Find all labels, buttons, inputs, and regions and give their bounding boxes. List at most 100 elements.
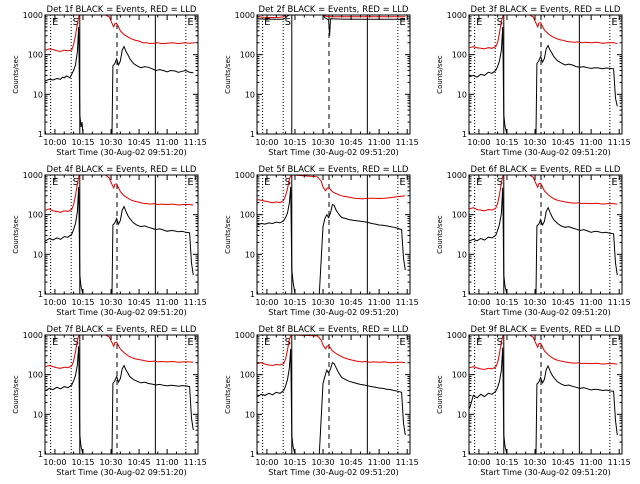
x-tick-label: 11:15: [184, 298, 207, 307]
y-tick-label: 10: [457, 410, 467, 419]
y-tick-label: 1000: [447, 171, 467, 180]
panel-title: Det 5f BLACK = Events, RED = LLD: [259, 165, 409, 175]
x-tick-label: 11:15: [184, 458, 207, 467]
x-tick-label: 10:30: [523, 138, 546, 147]
panel-title: Det 4f BLACK = Events, RED = LLD: [47, 165, 197, 175]
marker-label: E: [52, 17, 58, 28]
y-tick-label: 10: [33, 250, 43, 259]
x-tick-label: 11:00: [156, 138, 179, 147]
marker-label: S: [73, 177, 79, 188]
x-tick-label: 10:45: [128, 138, 151, 147]
x-tick-label: 10:15: [283, 298, 306, 307]
x-tick-label: 10:30: [311, 298, 334, 307]
plot-frame: [468, 14, 623, 135]
marker-label: S: [497, 17, 503, 28]
marker-label: S: [73, 17, 79, 28]
panel-title: Det 3f BLACK = Events, RED = LLD: [471, 5, 621, 15]
x-tick-label: 11:15: [396, 298, 419, 307]
y-tick-label: 1: [250, 130, 255, 139]
x-tick-label: 10:15: [495, 138, 518, 147]
y-tick-label: 1000: [23, 331, 43, 340]
x-tick-label: 10:00: [255, 458, 278, 467]
x-tick-label: 10:30: [523, 298, 546, 307]
plot-frame: [256, 14, 411, 135]
x-tick-label: 11:00: [580, 138, 603, 147]
x-tick-label: 10:15: [71, 138, 94, 147]
y-tick-label: 1: [250, 290, 255, 299]
x-axis-label: Start Time (30-Aug-02 09:51:20): [480, 148, 611, 157]
marker-label: E: [399, 337, 405, 348]
y-axis-label: Counts/sec: [12, 375, 20, 414]
x-tick-label: 10:15: [283, 458, 306, 467]
panel-det-5: Det 5f BLACK = Events, RED = LLD E S E 1 10 10…: [224, 165, 419, 317]
series-lld-line: [45, 15, 196, 53]
marker-label: E: [187, 177, 193, 188]
panel-det-1: Det 1f BLACK = Events, RED = LLD E S E 1 10 10…: [12, 5, 207, 157]
x-tick-label: 11:15: [608, 458, 631, 467]
x-tick-label: 10:30: [99, 138, 122, 147]
panel-title: Det 9f BLACK = Events, RED = LLD: [471, 325, 621, 335]
series-lld-line: [257, 175, 406, 204]
y-axis-label: Counts/sec: [436, 215, 444, 254]
y-tick-label: 1: [462, 450, 467, 459]
x-tick-label: 10:30: [523, 458, 546, 467]
plot-frame: [44, 334, 199, 455]
x-tick-label: 11:15: [396, 458, 419, 467]
x-tick-label: 10:45: [552, 138, 575, 147]
x-tick-label: 11:00: [156, 298, 179, 307]
series-events-line: [45, 186, 194, 294]
series-lld-line: [469, 175, 618, 212]
marker-label: E: [611, 17, 617, 28]
y-tick-label: 1000: [23, 171, 43, 180]
y-tick-label: 100: [240, 211, 255, 220]
marker-label: S: [497, 337, 503, 348]
x-tick-label: 11:00: [580, 298, 603, 307]
panel-title: Det 2f BLACK = Events, RED = LLD: [259, 5, 409, 15]
marker-label: S: [285, 17, 291, 28]
marker-label: E: [399, 177, 405, 188]
panel-title: Det 7f BLACK = Events, RED = LLD: [47, 325, 197, 335]
marker-label: E: [476, 177, 482, 188]
y-tick-label: 1: [38, 450, 43, 459]
x-tick-label: 11:15: [608, 298, 631, 307]
plot-frame: [468, 334, 623, 455]
y-tick-label: 1: [250, 450, 255, 459]
x-tick-label: 10:45: [128, 458, 151, 467]
marker-label: E: [611, 337, 617, 348]
y-tick-label: 100: [452, 371, 467, 380]
plot-frame: [44, 174, 199, 295]
x-tick-label: 10:00: [467, 138, 490, 147]
panel-det-3: Det 3f BLACK = Events, RED = LLD E S E 1 10 10…: [436, 5, 631, 157]
y-tick-label: 1: [462, 290, 467, 299]
y-tick-label: 100: [240, 371, 255, 380]
x-tick-label: 10:15: [495, 458, 518, 467]
x-tick-label: 11:00: [368, 138, 391, 147]
x-tick-label: 11:00: [368, 298, 391, 307]
x-tick-label: 10:30: [311, 138, 334, 147]
y-axis-label: Counts/sec: [224, 215, 232, 254]
x-tick-label: 10:00: [467, 458, 490, 467]
y-tick-label: 1: [462, 130, 467, 139]
series-events-line: [469, 187, 618, 294]
panel-det-9: Det 9f BLACK = Events, RED = LLD E S E 1 10 10…: [436, 325, 631, 477]
x-tick-label: 10:30: [99, 298, 122, 307]
marker-label: E: [52, 177, 58, 188]
y-tick-label: 10: [457, 90, 467, 99]
marker-label: E: [264, 177, 270, 188]
marker-label: E: [187, 337, 193, 348]
x-tick-label: 10:30: [311, 458, 334, 467]
plot-frame: [44, 14, 199, 135]
x-axis-label: Start Time (30-Aug-02 09:51:20): [268, 468, 399, 477]
x-tick-label: 10:00: [43, 138, 66, 147]
y-axis-label: Counts/sec: [224, 55, 232, 94]
panel-det-7: Det 7f BLACK = Events, RED = LLD E S E 1 10 10…: [12, 325, 207, 477]
x-tick-label: 10:45: [128, 298, 151, 307]
marker-label: E: [264, 17, 270, 28]
plot-frame: [256, 334, 411, 455]
x-tick-label: 11:00: [580, 458, 603, 467]
x-tick-label: 11:15: [608, 138, 631, 147]
x-axis-label: Start Time (30-Aug-02 09:51:20): [480, 468, 611, 477]
y-axis-label: Counts/sec: [12, 55, 20, 94]
x-tick-label: 11:00: [156, 458, 179, 467]
